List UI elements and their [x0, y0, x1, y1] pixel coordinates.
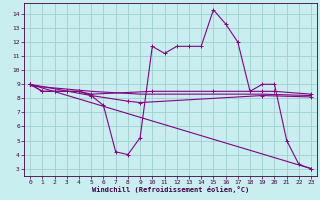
X-axis label: Windchill (Refroidissement éolien,°C): Windchill (Refroidissement éolien,°C): [92, 186, 249, 193]
